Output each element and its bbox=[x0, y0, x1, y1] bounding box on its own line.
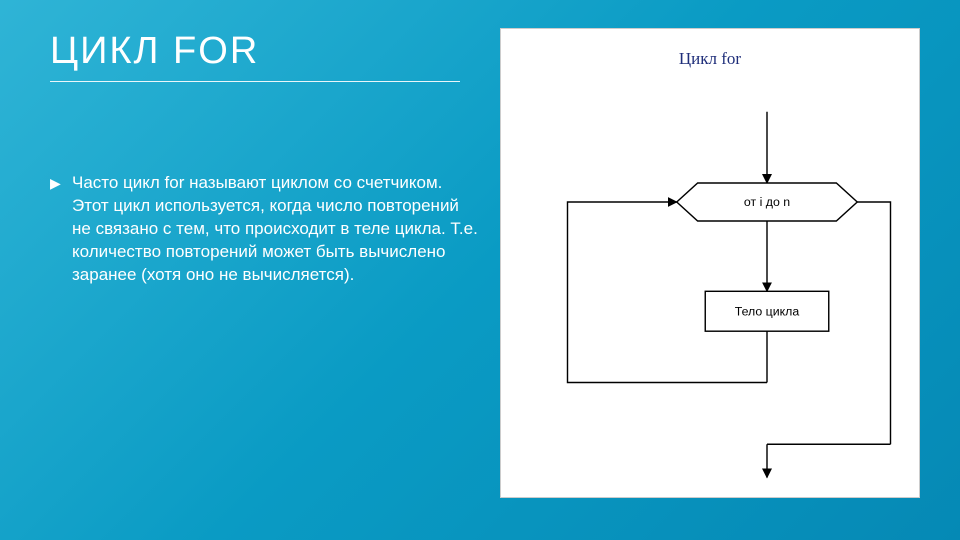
flowchart-svg-wrap: от i до n Тело цикла bbox=[501, 69, 919, 487]
flowchart-title: Цикл for bbox=[501, 29, 919, 69]
flow-edge bbox=[857, 202, 890, 444]
flowchart-svg: от i до n Тело цикла bbox=[501, 69, 919, 487]
bullet-icon: ▶ bbox=[50, 174, 61, 193]
flowchart-panel: Цикл for от i до n Тело цикла bbox=[500, 28, 920, 498]
body-text: Часто цикл for называют циклом со счетчи… bbox=[72, 173, 478, 284]
body-text-block: ▶ Часто цикл for называют циклом со счет… bbox=[50, 172, 480, 287]
title-underline bbox=[50, 81, 460, 82]
flow-node-label-body: Тело цикла bbox=[735, 304, 800, 318]
flow-node-label-cond: от i до n bbox=[744, 195, 790, 209]
